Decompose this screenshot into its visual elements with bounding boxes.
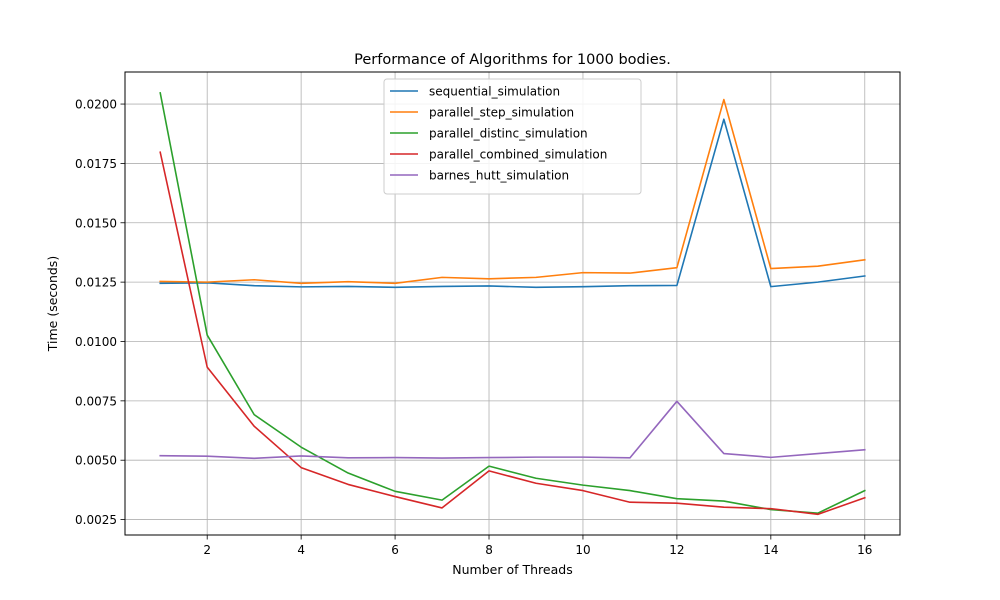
x-tick-label: 6 <box>391 543 399 557</box>
legend-box <box>383 78 642 195</box>
chart-title: Performance of Algorithms for 1000 bodie… <box>354 52 671 68</box>
legend: sequential_simulation parallel_step_simul… <box>383 78 642 195</box>
series-line-barnes-hutt-simulation <box>159 400 866 460</box>
y-tick-label: 0.0200 <box>75 98 117 112</box>
x-tick-label: 12 <box>669 543 684 557</box>
x-tick-label: 16 <box>857 543 872 557</box>
x-tick-label: 4 <box>297 543 305 557</box>
x-axis-ticks: 2 4 6 8 10 12 14 16 <box>203 535 872 557</box>
y-tick-label: 0.0025 <box>75 513 117 527</box>
y-tick-label: 0.0150 <box>75 216 117 230</box>
legend-label: parallel_combined_simulation <box>429 148 607 162</box>
series-line-parallel-distinc-simulation <box>159 91 866 514</box>
y-axis-label: Time (seconds) <box>45 256 60 352</box>
x-tick-label: 2 <box>203 543 211 557</box>
series-line-parallel-step-simulation <box>159 98 866 285</box>
y-tick-label: 0.0175 <box>75 157 117 171</box>
x-tick-label: 8 <box>485 543 493 557</box>
series-lines <box>159 91 866 516</box>
legend-label: parallel_distinc_simulation <box>429 127 588 141</box>
x-tick-label: 14 <box>763 543 778 557</box>
plot-frame <box>124 71 901 536</box>
series-line-parallel-combined-simulation <box>159 151 866 516</box>
y-tick-label: 0.0100 <box>75 335 117 349</box>
y-axis-ticks: 0.0025 0.0050 0.0075 0.0100 0.0125 0.0150 0.01… <box>75 98 125 527</box>
legend-label: parallel_step_simulation <box>429 106 574 120</box>
legend-label: barnes_hutt_simulation <box>429 169 569 183</box>
y-tick-label: 0.0125 <box>75 276 117 290</box>
x-tick-label: 10 <box>575 543 590 557</box>
y-tick-label: 0.0050 <box>75 454 117 468</box>
legend-label: sequential_simulation <box>429 85 560 99</box>
x-axis-label: Number of Threads <box>452 562 572 577</box>
series-line-sequential-simulation <box>159 118 866 289</box>
y-tick-label: 0.0075 <box>75 394 117 408</box>
